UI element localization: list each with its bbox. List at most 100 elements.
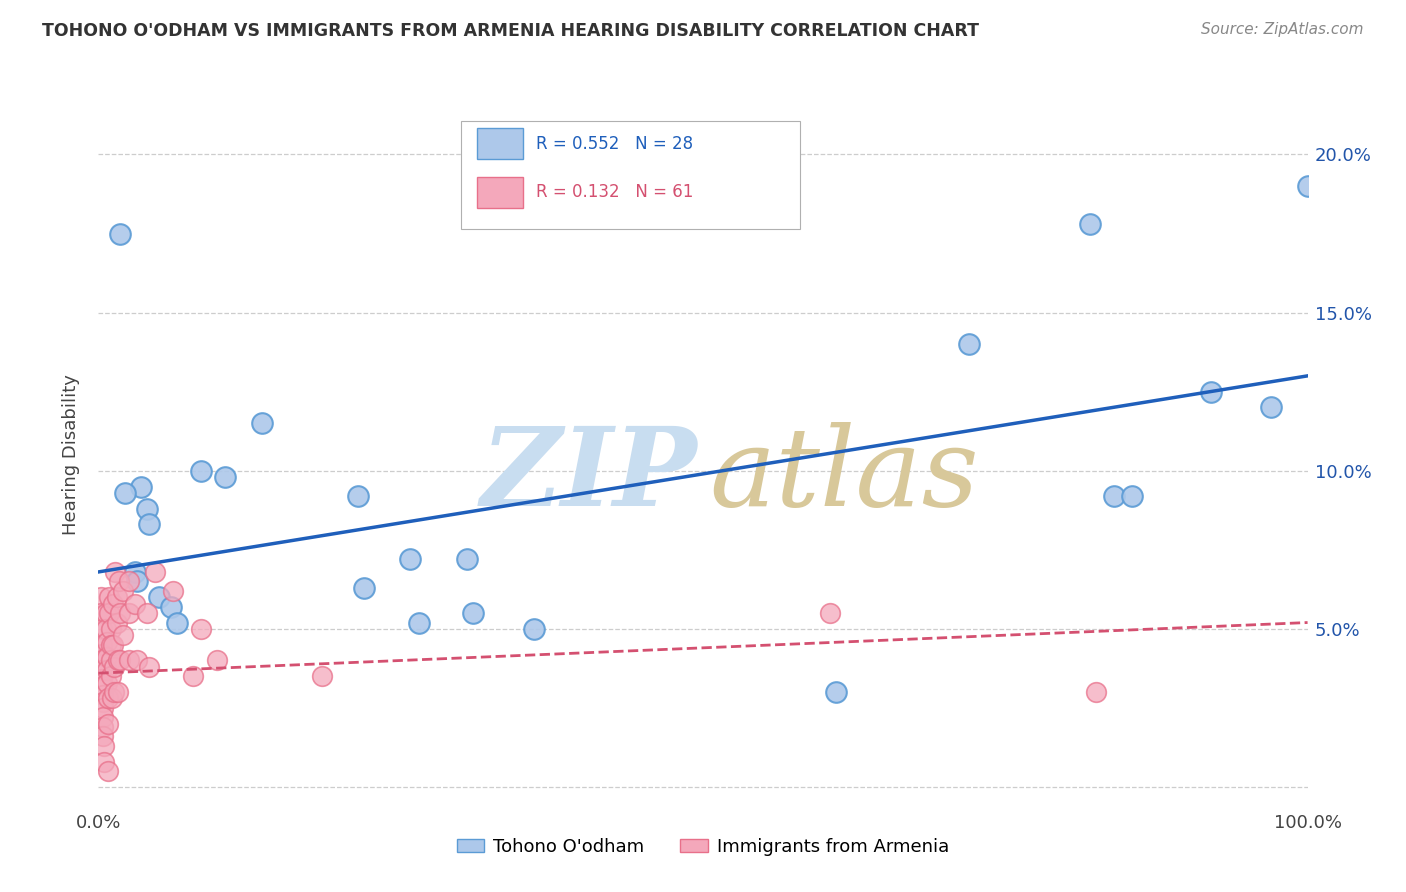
Point — [1085, 685, 1108, 699]
Point — [101, 638, 124, 652]
Text: ZIP: ZIP — [481, 422, 697, 530]
Point — [91, 730, 114, 744]
Point — [96, 650, 118, 665]
Point — [103, 660, 125, 674]
Point — [1121, 489, 1143, 503]
Point — [94, 606, 117, 620]
Point — [408, 615, 430, 630]
Point — [97, 764, 120, 779]
Point — [1260, 401, 1282, 415]
Point — [100, 669, 122, 683]
Point — [98, 606, 121, 620]
Point — [135, 501, 157, 516]
Text: atlas: atlas — [709, 422, 979, 530]
Y-axis label: Hearing Disability: Hearing Disability — [62, 375, 80, 535]
Point — [118, 606, 141, 620]
Point — [118, 574, 141, 589]
Point — [100, 691, 122, 706]
Point — [91, 720, 114, 734]
Point — [124, 565, 146, 579]
Point — [111, 628, 134, 642]
Point — [456, 552, 478, 566]
Point — [107, 685, 129, 699]
Point — [101, 597, 124, 611]
Point — [94, 622, 117, 636]
Point — [93, 755, 115, 769]
Point — [104, 565, 127, 579]
Point — [250, 417, 273, 431]
Point — [353, 581, 375, 595]
Point — [100, 653, 122, 667]
Point — [91, 622, 114, 636]
Point — [105, 615, 128, 630]
Point — [91, 710, 114, 724]
Point — [93, 739, 115, 753]
Point — [138, 517, 160, 532]
Point — [91, 701, 114, 715]
Point — [347, 489, 370, 503]
Point — [96, 634, 118, 648]
Point — [1296, 179, 1319, 194]
Point — [1078, 217, 1101, 231]
Point — [96, 675, 118, 690]
Legend: Tohono O'odham, Immigrants from Armenia: Tohono O'odham, Immigrants from Armenia — [450, 831, 956, 863]
Point — [1199, 384, 1222, 399]
Point — [1102, 489, 1125, 503]
Point — [107, 653, 129, 667]
Point — [100, 622, 122, 636]
Text: R = 0.132   N = 61: R = 0.132 N = 61 — [536, 183, 693, 201]
Point — [124, 597, 146, 611]
Point — [111, 583, 134, 598]
Point — [90, 591, 112, 605]
FancyBboxPatch shape — [461, 121, 800, 229]
FancyBboxPatch shape — [477, 177, 523, 208]
Point — [214, 470, 236, 484]
Point — [818, 606, 841, 620]
Point — [148, 591, 170, 605]
Point — [311, 669, 333, 683]
Text: TOHONO O'ODHAM VS IMMIGRANTS FROM ARMENIA HEARING DISABILITY CORRELATION CHART: TOHONO O'ODHAM VS IMMIGRANTS FROM ARMENI… — [42, 22, 979, 40]
Point — [127, 653, 149, 667]
Point — [108, 606, 131, 620]
Point — [138, 660, 160, 674]
Point — [127, 574, 149, 589]
Point — [105, 591, 128, 605]
Point — [91, 653, 114, 667]
Point — [108, 574, 131, 589]
Point — [91, 663, 114, 677]
Point — [96, 663, 118, 677]
Point — [91, 679, 114, 693]
Point — [90, 606, 112, 620]
Point — [91, 638, 114, 652]
Point — [162, 583, 184, 598]
Point — [98, 591, 121, 605]
Point — [160, 599, 183, 614]
Point — [463, 606, 485, 620]
Point — [190, 464, 212, 478]
Point — [97, 716, 120, 731]
Point — [114, 486, 136, 500]
Point — [205, 653, 228, 667]
Point — [135, 606, 157, 620]
Point — [181, 669, 204, 683]
Point — [97, 691, 120, 706]
Point — [166, 615, 188, 630]
Point — [91, 647, 114, 661]
Point — [108, 227, 131, 241]
Point — [957, 337, 980, 351]
Text: R = 0.552   N = 28: R = 0.552 N = 28 — [536, 135, 693, 153]
Point — [523, 622, 546, 636]
Point — [108, 653, 131, 667]
Point — [825, 685, 848, 699]
Point — [399, 552, 422, 566]
Point — [143, 565, 166, 579]
Text: Source: ZipAtlas.com: Source: ZipAtlas.com — [1201, 22, 1364, 37]
Point — [100, 638, 122, 652]
Point — [91, 695, 114, 709]
Point — [103, 685, 125, 699]
Point — [190, 622, 212, 636]
Point — [129, 479, 152, 493]
Point — [118, 653, 141, 667]
Point — [91, 688, 114, 702]
Point — [91, 673, 114, 687]
